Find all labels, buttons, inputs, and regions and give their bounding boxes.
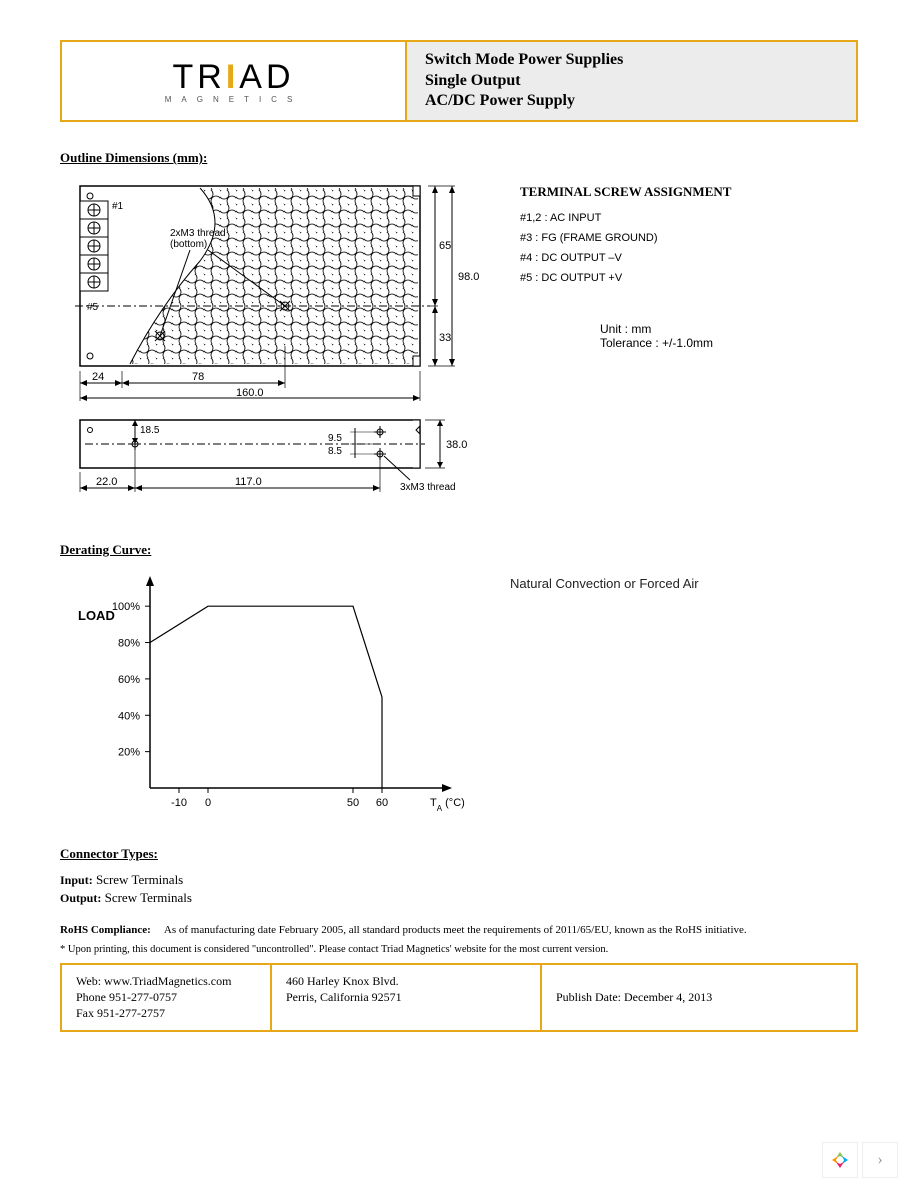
title-line1: Switch Mode Power Supplies (425, 50, 838, 71)
unit-line2: Tolerance : +/-1.0mm (600, 336, 858, 350)
dim-98: 98.0 (458, 271, 479, 283)
logo-sub: MAGNETICS (165, 95, 303, 104)
outline-side-svg: 18.5 9.5 8.5 38.0 22.0 117.0 3x (60, 410, 480, 520)
dim-38: 38.0 (446, 439, 467, 451)
rohs-line: RoHS Compliance: As of manufacturing dat… (60, 924, 858, 936)
dim-22: 22.0 (96, 476, 117, 488)
connector-block: Input: Screw Terminals Output: Screw Ter… (60, 872, 858, 906)
pin5-label: #5 (87, 302, 99, 313)
svg-text:-10: -10 (171, 797, 187, 809)
svg-text:50: 50 (347, 797, 359, 809)
rohs-label: RoHS Compliance: (60, 924, 151, 936)
screw-note-1: 2xM3 thread (170, 228, 226, 239)
term-2: #4 : DC OUTPUT –V (520, 252, 858, 264)
diagram-stack: #1 #5 2xM3 thread (bottom) (60, 176, 480, 524)
pin1-label: #1 (112, 201, 124, 212)
screw-note-2: (bottom) (170, 239, 207, 250)
terminal-info: TERMINAL SCREW ASSIGNMENT #1,2 : AC INPU… (480, 176, 858, 350)
footer-addr1: 460 Harley Knox Blvd. (286, 973, 526, 989)
nav-logo-icon[interactable] (822, 1142, 858, 1178)
svg-text:0: 0 (205, 797, 211, 809)
terminal-block (80, 201, 108, 291)
logo-box: TRIAD MAGNETICS (62, 42, 407, 120)
terminal-heading: TERMINAL SCREW ASSIGNMENT (520, 184, 858, 200)
svg-text:40%: 40% (118, 710, 140, 722)
outline-row: #1 #5 2xM3 thread (bottom) (60, 176, 858, 524)
dim-33: 33 (439, 332, 451, 344)
unit-note: Unit : mm Tolerance : +/-1.0mm (520, 292, 858, 350)
header-bar: TRIAD MAGNETICS Switch Mode Power Suppli… (60, 40, 858, 122)
connector-title: Connector Types: (60, 846, 858, 862)
page-nav: › (822, 1142, 898, 1178)
derating-chart: 20% 40% 60% 80% 100% -10 0 50 60 LOAD TA (°C) (60, 568, 480, 828)
footer-phone: Phone 951-277-0757 (76, 989, 256, 1005)
cooling-note: Natural Convection or Forced Air (480, 568, 699, 591)
term-3: #5 : DC OUTPUT +V (520, 272, 858, 284)
dim-24: 24 (92, 371, 104, 383)
derating-row: 20% 40% 60% 80% 100% -10 0 50 60 LOAD TA (°C) Natu… (60, 568, 858, 828)
3xm3-note: 3xM3 thread (400, 482, 456, 493)
outline-top-svg: #1 #5 2xM3 thread (bottom) (60, 176, 480, 406)
derating-title: Derating Curve: (60, 542, 858, 558)
disclaimer: * Upon printing, this document is consid… (60, 944, 858, 955)
svg-text:60%: 60% (118, 674, 140, 686)
title-line2: Single Output (425, 71, 838, 92)
footer-addr2: Perris, California 92571 (286, 989, 526, 1005)
svg-text:LOAD: LOAD (78, 608, 115, 623)
svg-text:TA (°C): TA (°C) (430, 797, 465, 813)
footer-fax: Fax 951-277-2757 (76, 1005, 256, 1021)
footer-col3: Publish Date: December 4, 2013 (542, 965, 856, 1030)
footer-col1: Web: www.TriadMagnetics.com Phone 951-27… (62, 965, 272, 1030)
svg-text:60: 60 (376, 797, 388, 809)
dim-160: 160.0 (236, 387, 264, 399)
dim-65: 65 (439, 240, 451, 252)
input-value: Screw Terminals (96, 872, 183, 887)
dim-95: 9.5 (328, 433, 342, 444)
dim-78: 78 (192, 371, 204, 383)
dim-117: 117.0 (235, 476, 262, 488)
svg-text:100%: 100% (112, 601, 140, 613)
unit-line1: Unit : mm (600, 322, 858, 336)
nav-next-button[interactable]: › (862, 1142, 898, 1178)
footer-bar: Web: www.TriadMagnetics.com Phone 951-27… (60, 963, 858, 1032)
term-1: #3 : FG (FRAME GROUND) (520, 232, 858, 244)
footer-web: Web: www.TriadMagnetics.com (76, 973, 256, 989)
svg-text:80%: 80% (118, 638, 140, 650)
title-box: Switch Mode Power Supplies Single Output… (407, 42, 856, 120)
footer-col2: 460 Harley Knox Blvd. Perris, California… (272, 965, 542, 1030)
title-line3: AC/DC Power Supply (425, 91, 838, 112)
rohs-text: As of manufacturing date February 2005, … (164, 924, 747, 936)
dim-185: 18.5 (140, 425, 160, 436)
dim-85: 8.5 (328, 446, 342, 457)
footer-publish: Publish Date: December 4, 2013 (556, 989, 712, 1005)
term-0: #1,2 : AC INPUT (520, 212, 858, 224)
logo-triad: TRIAD (172, 58, 294, 97)
output-value: Screw Terminals (105, 890, 192, 905)
input-label: Input: (60, 873, 93, 887)
outline-title: Outline Dimensions (mm): (60, 150, 858, 166)
output-label: Output: (60, 891, 101, 905)
svg-text:20%: 20% (118, 747, 140, 759)
